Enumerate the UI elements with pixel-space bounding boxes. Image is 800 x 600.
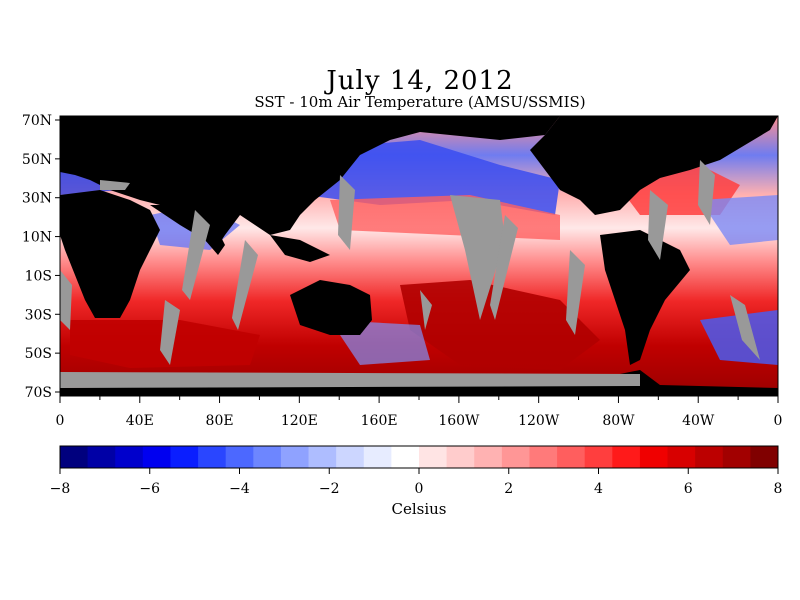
x-tick-label: 0	[56, 413, 65, 429]
swath-11	[730, 295, 760, 360]
colorbar-segment	[363, 446, 392, 468]
colorbar-segment	[198, 446, 227, 468]
colorbar-segment	[695, 446, 724, 468]
colorbar-segment	[419, 446, 448, 468]
colorbar-segment	[87, 446, 116, 468]
land-north-america	[530, 116, 778, 215]
swath-4	[450, 195, 505, 320]
colorbar-segment	[474, 446, 503, 468]
swath-14	[60, 372, 640, 388]
land-australia	[290, 280, 372, 335]
colorbar-segment	[639, 446, 669, 468]
swath-2	[232, 240, 258, 330]
y-tick-label: 70N	[22, 113, 52, 129]
sst-field	[60, 116, 778, 396]
colorbar-segment	[584, 446, 613, 468]
south-atlantic-cold-patch	[700, 310, 778, 365]
swath-7	[160, 300, 180, 365]
land	[60, 116, 778, 396]
colorbar-segment	[225, 446, 254, 468]
land-africa	[60, 190, 160, 318]
north-pacific-cold-patch	[300, 140, 560, 215]
colorbar-tick-label: 8	[774, 481, 783, 497]
colorbar-segment	[529, 446, 558, 468]
colorbar: −8 −6 −4 −2 0 2 4 6 8	[50, 445, 783, 497]
colorbar-segment	[253, 446, 282, 468]
colorbar-units-label: Celsius	[391, 500, 447, 518]
colorbar-segment	[446, 446, 475, 468]
x-tick-label: 40E	[126, 413, 154, 429]
land-se-asia	[270, 235, 330, 262]
colorbar-segment	[60, 446, 89, 468]
swath-13	[60, 270, 72, 330]
colorbar-tick-label: −2	[319, 481, 340, 497]
colorbar-segment	[308, 446, 337, 468]
map-axes: 0 40E 80E 120E 160E 160W 120W 80W 40W 0 70N 50N 30N 1…	[22, 113, 783, 429]
land-greenland	[690, 116, 760, 140]
y-tick-label: 10N	[22, 230, 52, 246]
colorbar-segment	[142, 446, 171, 468]
land-arabia-india	[150, 205, 225, 255]
north-atlantic-cold-patch	[700, 195, 778, 245]
swath-3	[338, 175, 355, 250]
swath-6	[420, 290, 432, 330]
colorbar-segment	[391, 446, 420, 468]
swath-10	[698, 160, 715, 225]
colorbar-tick-label: 6	[684, 481, 693, 497]
colorbar-tick-label: 4	[594, 481, 603, 497]
swath-8	[566, 250, 585, 335]
colorbar-segment	[115, 446, 144, 468]
swath-9	[648, 190, 668, 260]
colorbar-segment	[557, 446, 586, 468]
y-tick-label: 30S	[25, 307, 52, 323]
x-tick-label: 80W	[602, 413, 635, 429]
y-tick-label: 70S	[25, 385, 52, 401]
swath-5	[490, 215, 518, 320]
x-tick-label: 160E	[361, 413, 398, 429]
colorbar-tick-label: −6	[139, 481, 160, 497]
x-tick-label: 120E	[281, 413, 318, 429]
x-tick-label: 80E	[206, 413, 234, 429]
x-tick-label: 120W	[518, 413, 560, 429]
land-south-america	[600, 230, 690, 365]
x-tick-label: 160W	[438, 413, 480, 429]
south-pacific-dark-warm-patch	[400, 280, 600, 370]
land-antarctica	[60, 370, 778, 396]
map-title: July 14, 2012	[326, 66, 514, 96]
y-tick-label: 10S	[25, 268, 52, 284]
map-subtitle: SST - 10m Air Temperature (AMSU/SSMIS)	[254, 93, 586, 111]
no-data-swaths	[60, 160, 760, 388]
colorbar-segment	[750, 446, 779, 468]
colorbar-segment	[667, 446, 696, 468]
colorbar-tick-label: 0	[415, 481, 424, 497]
swath-12	[100, 180, 130, 190]
colorbar-segment	[612, 446, 641, 468]
x-tick-label: 40W	[682, 413, 715, 429]
x-tick-label: 0	[774, 413, 783, 429]
y-tick-label: 50N	[22, 152, 52, 168]
colorbar-segment	[280, 446, 310, 468]
swath-1	[182, 210, 210, 300]
colorbar-segment	[501, 446, 530, 468]
colorbar-tick-label: −8	[50, 481, 71, 497]
colorbar-segment	[722, 446, 751, 468]
y-tick-label: 30N	[22, 191, 52, 207]
colorbar-tick-label: −4	[229, 481, 250, 497]
colorbar-tick-label: 2	[504, 481, 513, 497]
colorbar-segment	[336, 446, 365, 468]
colorbar-segment	[170, 446, 199, 468]
y-tick-label: 50S	[25, 346, 52, 362]
